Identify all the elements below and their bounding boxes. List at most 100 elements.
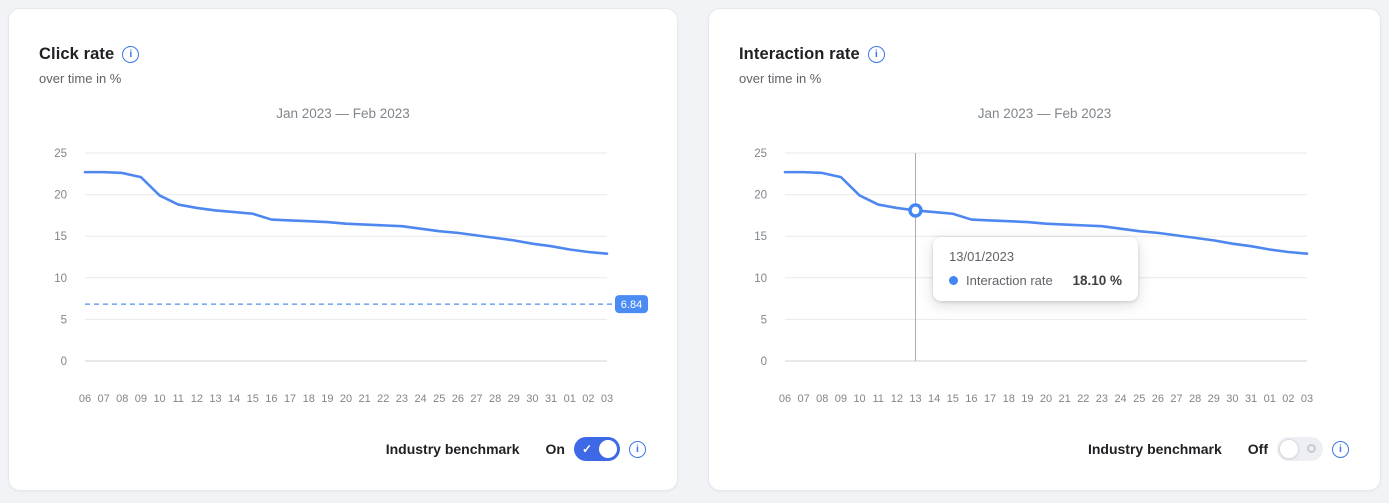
tooltip-series-label: Interaction rate: [966, 273, 1053, 288]
check-icon: ✓: [582, 441, 593, 456]
tooltip-date: 13/01/2023: [949, 249, 1015, 264]
toggle-state-text: On: [545, 441, 565, 457]
x-tick-label: 20: [340, 393, 352, 405]
x-tick-label: 30: [526, 393, 538, 405]
x-tick-label: 27: [1170, 393, 1182, 405]
y-tick-label: 15: [54, 231, 67, 243]
interaction-rate-card: 0 5 10 15 20 25 06 07 08 09 10 11 12 13 14 15 16 17 18 19 20…: [708, 8, 1381, 491]
x-tick-label: 14: [928, 393, 940, 405]
industry-benchmark-toggle[interactable]: ✓: [1277, 437, 1323, 461]
x-tick-label: 07: [798, 393, 810, 405]
card-title: Click rate: [39, 45, 115, 63]
x-tick-label: 14: [228, 393, 240, 405]
x-tick-label: 22: [1077, 393, 1089, 405]
info-icon[interactable]: i: [1332, 440, 1349, 458]
x-tick-label: 28: [489, 393, 501, 405]
x-tick-label: 19: [1021, 393, 1033, 405]
x-tick-label: 30: [1226, 393, 1238, 405]
card-subtitle: over time in %: [739, 71, 822, 86]
chart-tooltip: 13/01/2023 Interaction rate 18.10 %: [933, 237, 1138, 301]
info-icon[interactable]: i: [629, 440, 646, 458]
toggle-knob: [599, 440, 617, 458]
x-tick-label: 23: [396, 393, 408, 405]
chart-date-range-title: Jan 2023 — Feb 2023: [977, 106, 1112, 121]
y-tick-label: 20: [54, 190, 67, 202]
x-tick-label: 15: [247, 393, 259, 405]
industry-benchmark-toggle[interactable]: ✓: [574, 437, 620, 461]
x-tick-label: 11: [173, 393, 184, 405]
toggle-knob: [1279, 439, 1299, 459]
card-title: Interaction rate: [739, 45, 860, 63]
y-tick-label: 25: [54, 148, 67, 160]
info-icon[interactable]: i: [867, 46, 885, 63]
y-tick-label: 0: [761, 356, 767, 368]
toggle-state-text: Off: [1247, 441, 1268, 457]
x-tick-label: 08: [116, 393, 128, 405]
x-tick-label: 19: [321, 393, 333, 405]
x-tick-label: 27: [470, 393, 482, 405]
info-icon[interactable]: i: [122, 46, 140, 63]
series-dot-icon: [949, 276, 958, 285]
tooltip-value: 18.10 %: [1072, 273, 1122, 288]
y-tick-label: 5: [761, 314, 767, 326]
x-tick-label: 06: [779, 393, 791, 405]
x-tick-label: 17: [284, 393, 296, 405]
interaction-rate-chart[interactable]: 0 5 10 15 20 25 06 07 08 09 10 11 12 13 14 15 16 17 18 19 20…: [709, 9, 1382, 469]
industry-benchmark-row: Industry benchmark On ✓ i: [386, 437, 646, 461]
x-tick-label: 12: [891, 393, 903, 405]
x-tick-label: 24: [1114, 393, 1126, 405]
x-tick-label: 10: [153, 393, 165, 405]
x-tick-label: 01: [1264, 393, 1276, 405]
x-tick-label: 18: [1003, 393, 1015, 405]
x-tick-label: 15: [947, 393, 959, 405]
card-subtitle: over time in %: [39, 71, 122, 86]
y-tick-label: 5: [61, 314, 67, 326]
industry-benchmark-row: Industry benchmark Off ✓ i: [1088, 437, 1349, 461]
x-tick-label: 17: [984, 393, 996, 405]
x-tick-label: 02: [1282, 393, 1294, 405]
highlighted-point[interactable]: [908, 203, 923, 218]
card-header: Interaction rate i over time in %: [739, 45, 885, 86]
series-line: [83, 170, 609, 255]
x-tick-label: 13: [209, 393, 221, 405]
y-tick-label: 20: [754, 190, 767, 202]
benchmark-value-badge: [615, 295, 648, 314]
x-tick-label: 13: [909, 393, 921, 405]
x-tick-label: 09: [135, 393, 147, 405]
benchmark-value-label: 6.84: [621, 299, 642, 311]
x-tick-label: 07: [98, 393, 110, 405]
x-tick-label: 12: [191, 393, 203, 405]
x-tick-label: 21: [359, 393, 371, 405]
click-rate-chart[interactable]: 0 5 10 15 20 25 06 07 08 09 10 11 12 13 14 15 16 17 18 19 20…: [9, 9, 679, 469]
toggle-off-ring-icon: [1307, 444, 1316, 453]
x-tick-label: 06: [79, 393, 91, 405]
x-tick-label: 08: [816, 393, 828, 405]
x-tick-label: 01: [564, 393, 576, 405]
y-tick-label: 25: [754, 148, 767, 160]
x-tick-label: 11: [873, 393, 884, 405]
x-tick-label: 16: [965, 393, 977, 405]
x-tick-label: 29: [1208, 393, 1220, 405]
card-header: Click rate i over time in %: [39, 45, 140, 86]
x-tick-label: 29: [508, 393, 520, 405]
y-tick-label: 15: [754, 231, 767, 243]
industry-benchmark-label: Industry benchmark: [1087, 441, 1222, 457]
y-tick-label: 10: [54, 273, 67, 285]
x-tick-label: 16: [265, 393, 277, 405]
industry-benchmark-label: Industry benchmark: [385, 441, 520, 457]
x-tick-label: 20: [1040, 393, 1052, 405]
x-tick-label: 18: [303, 393, 315, 405]
x-tick-label: 21: [1059, 393, 1071, 405]
x-tick-label: 03: [1301, 393, 1313, 405]
x-tick-label: 26: [1152, 393, 1164, 405]
x-tick-label: 25: [433, 393, 445, 405]
x-tick-label: 23: [1096, 393, 1108, 405]
x-tick-label: 24: [414, 393, 426, 405]
click-rate-card: 0 5 10 15 20 25 06 07 08 09 10 11 12 13 14 15 16 17 18 19 20…: [8, 8, 678, 491]
x-tick-label: 28: [1189, 393, 1201, 405]
y-tick-label: 10: [754, 273, 767, 285]
x-tick-label: 25: [1133, 393, 1145, 405]
x-tick-label: 03: [601, 393, 613, 405]
series-line: [783, 170, 1309, 255]
x-tick-label: 31: [545, 393, 557, 405]
